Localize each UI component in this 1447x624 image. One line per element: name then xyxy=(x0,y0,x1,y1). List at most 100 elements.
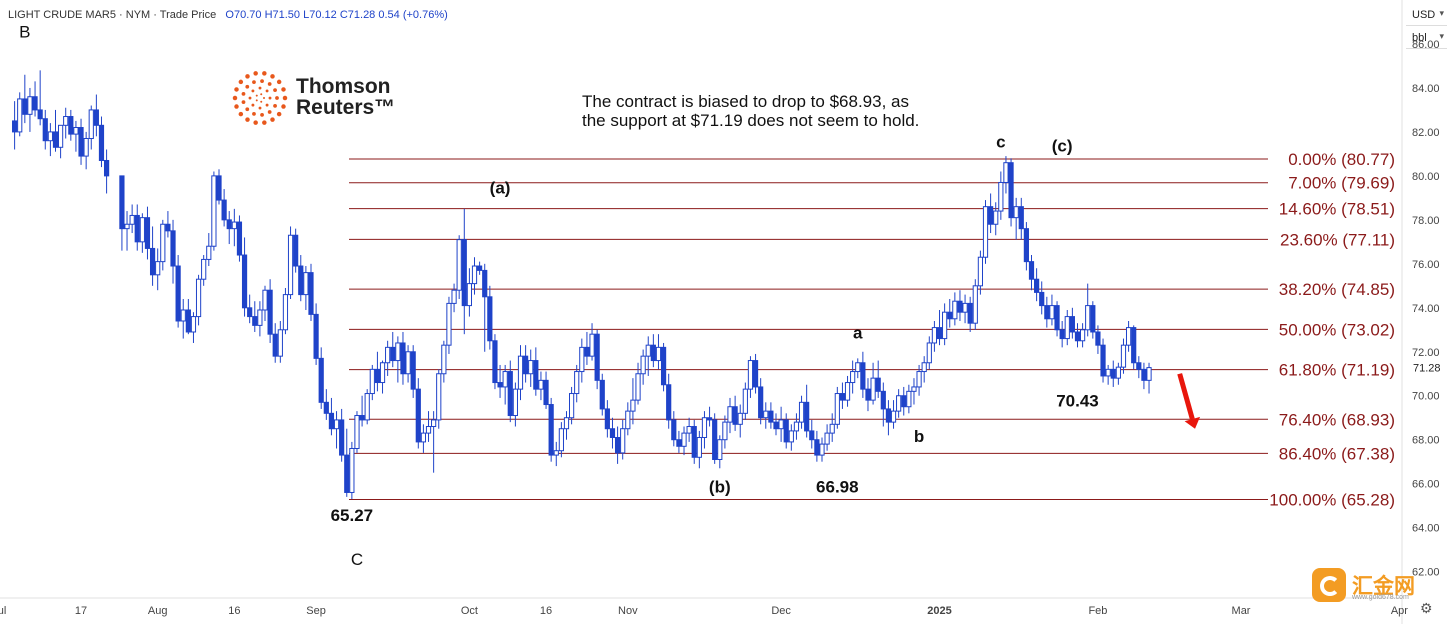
currency-selector[interactable]: USD ▾ xyxy=(1406,4,1447,26)
candle-body-up xyxy=(63,116,69,126)
candle-body-down xyxy=(328,412,335,430)
candle-body-up xyxy=(277,329,283,357)
logo-dot xyxy=(270,74,275,79)
candle-body-down xyxy=(671,419,677,441)
candle-body-down xyxy=(1054,305,1060,331)
candle-body-up xyxy=(737,412,743,425)
candle xyxy=(313,303,319,365)
candle-body-up xyxy=(635,373,641,401)
candle xyxy=(374,351,381,392)
logo-dot xyxy=(262,120,267,125)
note-line1: The contract is biased to drop to $68.93… xyxy=(582,92,909,111)
candle-body-up xyxy=(1120,344,1127,368)
candle-body-up xyxy=(722,421,728,441)
candle xyxy=(1141,362,1147,390)
logo-dot xyxy=(262,71,267,76)
candle-body-down xyxy=(706,417,713,421)
candle xyxy=(349,441,355,500)
candle xyxy=(528,349,534,387)
candle-body-up xyxy=(844,382,851,401)
candle xyxy=(533,347,539,396)
candle xyxy=(696,430,702,469)
candle-body-down xyxy=(272,333,278,357)
candle xyxy=(298,255,304,302)
candle xyxy=(839,382,846,409)
candle-body-up xyxy=(73,127,79,135)
candle xyxy=(543,371,549,409)
candle-body-up xyxy=(333,419,340,430)
candle xyxy=(742,382,748,420)
candle xyxy=(798,395,805,429)
chevron-down-icon: ▾ xyxy=(1439,31,1444,41)
candle xyxy=(390,331,396,368)
x-tick-label: Dec xyxy=(771,605,791,617)
candle xyxy=(517,345,524,401)
watermark: 汇金网 www.gold678.com xyxy=(1312,566,1436,604)
candle xyxy=(977,250,983,295)
candle-body-down xyxy=(477,265,483,271)
candle xyxy=(1095,325,1101,354)
low-value: L70.12 xyxy=(303,9,337,21)
candle xyxy=(1028,255,1035,291)
last-price-label: 71.28 xyxy=(1413,363,1441,375)
candle xyxy=(594,329,600,390)
wave-label: b xyxy=(914,427,924,446)
y-tick-label: 86.00 xyxy=(1412,39,1440,51)
candle-body-up xyxy=(916,371,922,388)
candle-body-up xyxy=(88,109,94,140)
candle xyxy=(804,384,810,438)
logo-dot xyxy=(276,111,282,117)
candle-body-up xyxy=(972,285,978,324)
candle xyxy=(747,356,754,398)
candle-body-down xyxy=(650,344,656,362)
candle-body-up xyxy=(681,432,687,447)
candle-body-down xyxy=(52,131,59,148)
candle xyxy=(42,109,48,150)
candle xyxy=(758,378,764,425)
candle xyxy=(354,411,360,453)
candle-body-down xyxy=(98,124,105,161)
y-tick-label: 80.00 xyxy=(1412,171,1440,183)
fib-label: 7.00% (79.69) xyxy=(1288,174,1395,193)
candle-body-down xyxy=(12,120,18,133)
candle xyxy=(860,351,866,398)
candle-body-down xyxy=(390,346,396,362)
candle-body-down xyxy=(1069,316,1075,333)
candle-body-up xyxy=(441,344,447,375)
candle-body-up xyxy=(645,344,651,357)
candle xyxy=(793,413,800,440)
candle-body-down xyxy=(609,428,616,439)
y-tick-label: 78.00 xyxy=(1412,215,1440,227)
candle xyxy=(783,413,789,449)
logo-dot xyxy=(253,120,258,125)
candle-body-up xyxy=(742,388,748,414)
unit-label: bbl xyxy=(1412,32,1427,44)
logo-dot xyxy=(253,71,258,76)
candle xyxy=(681,426,687,456)
candle-body-up xyxy=(819,443,825,456)
candle xyxy=(972,279,978,330)
logo-dot xyxy=(260,93,263,96)
candle-body-down xyxy=(533,360,539,390)
candle xyxy=(308,263,314,321)
y-tick-label: 66.00 xyxy=(1412,479,1440,491)
candle-body-up xyxy=(727,406,733,423)
candle xyxy=(431,411,437,473)
candle xyxy=(655,334,662,370)
candle xyxy=(763,402,769,429)
candle-body-up xyxy=(58,124,64,148)
candle xyxy=(523,345,529,383)
logo-dot xyxy=(252,112,256,116)
fib-label: 100.00% (65.28) xyxy=(1269,491,1395,510)
logo-dot xyxy=(251,103,255,107)
unit-selector[interactable]: bbl ▾ xyxy=(1406,27,1447,49)
x-tick-label: Aug xyxy=(148,605,168,617)
candle xyxy=(216,169,222,205)
settings-gear-icon[interactable]: ⚙ xyxy=(1420,600,1433,616)
candle-body-down xyxy=(660,346,667,386)
candle-body-down xyxy=(809,430,815,441)
candle-body-down xyxy=(1028,261,1035,280)
candle xyxy=(369,364,375,401)
candle xyxy=(589,323,595,361)
